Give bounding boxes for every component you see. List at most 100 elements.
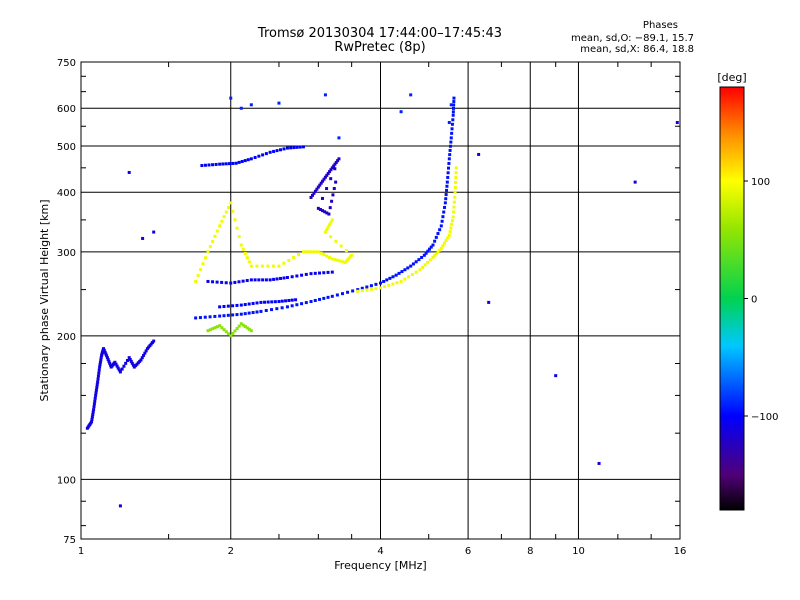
data-point: [318, 183, 322, 187]
data-point: [446, 171, 450, 175]
data-point: [249, 278, 253, 282]
data-point: [218, 324, 222, 328]
data-point: [215, 229, 219, 233]
data-point: [397, 271, 401, 275]
data-point: [99, 356, 103, 360]
data-point: [449, 136, 453, 140]
data-point: [406, 266, 410, 270]
data-point: [98, 365, 102, 369]
data-point: [387, 283, 391, 287]
data-point: [239, 243, 243, 247]
data-point: [207, 163, 211, 167]
data-point: [231, 161, 235, 165]
data-point: [255, 310, 259, 314]
data-point: [451, 113, 455, 117]
data-point: [227, 332, 231, 336]
data-point: [290, 304, 294, 308]
data-point: [118, 370, 122, 374]
data-point: [453, 190, 457, 194]
data-point: [336, 258, 340, 262]
data-point: [448, 153, 452, 157]
data-point: [200, 164, 204, 168]
data-point: [118, 504, 122, 508]
data-point: [452, 200, 456, 204]
data-point: [323, 210, 327, 214]
data-point: [272, 277, 276, 281]
data-point: [259, 300, 263, 304]
chart-title-line1: Tromsø 20130304 17:44:00–17:45:43: [257, 26, 503, 41]
data-point: [98, 360, 102, 364]
data-point: [332, 187, 336, 191]
data-point: [144, 349, 148, 353]
data-point: [374, 282, 378, 286]
data-point: [285, 146, 289, 150]
data-point: [453, 195, 457, 199]
data-point: [444, 193, 448, 197]
data-point: [336, 159, 340, 163]
phases-o-stats: mean, sd,O: −89.1, 15.7: [571, 33, 694, 44]
data-point: [206, 279, 210, 283]
data-point: [309, 272, 313, 276]
data-point: [206, 250, 210, 254]
data-point: [222, 215, 226, 219]
y-tick-label: 200: [57, 332, 76, 343]
data-point: [444, 238, 448, 242]
data-point: [251, 301, 255, 305]
y-tick-label: 750: [57, 58, 76, 69]
data-point: [327, 212, 331, 216]
data-point: [434, 252, 438, 256]
data-point: [441, 215, 445, 219]
data-point: [319, 181, 323, 185]
data-point: [122, 364, 126, 368]
data-point: [263, 300, 267, 304]
data-point: [220, 280, 224, 284]
data-point: [271, 264, 275, 268]
data-point: [228, 162, 232, 166]
data-point: [287, 298, 291, 302]
data-point: [309, 300, 313, 304]
data-point: [325, 254, 329, 258]
data-point: [322, 271, 326, 275]
data-point: [255, 301, 259, 305]
data-point: [328, 170, 332, 174]
data-point: [213, 234, 217, 238]
data-point: [241, 323, 245, 327]
data-point: [329, 168, 333, 172]
data-point: [379, 286, 382, 290]
data-point: [275, 307, 279, 311]
data-point: [251, 311, 255, 315]
data-point: [203, 163, 207, 167]
data-point: [450, 127, 454, 131]
data-point: [245, 256, 249, 260]
data-point: [224, 330, 228, 334]
data-point: [356, 288, 360, 292]
data-point: [403, 268, 407, 272]
data-point: [280, 299, 284, 303]
data-point: [218, 162, 222, 166]
data-point: [282, 276, 286, 280]
data-point: [426, 260, 430, 264]
data-point: [130, 361, 134, 365]
data-point: [633, 180, 637, 184]
data-point: [264, 278, 268, 282]
data-point: [328, 223, 332, 227]
data-point: [438, 248, 442, 252]
data-point: [237, 280, 241, 284]
data-point: [360, 289, 364, 293]
data-point: [334, 180, 338, 184]
data-point: [233, 329, 237, 333]
data-point: [391, 282, 395, 286]
data-point: [208, 328, 212, 332]
data-point: [270, 308, 274, 312]
data-point: [257, 278, 261, 282]
data-point: [328, 206, 332, 210]
data-point: [226, 313, 230, 317]
data-point: [220, 326, 224, 330]
data-point: [443, 201, 447, 205]
data-point: [450, 222, 454, 226]
data-point: [235, 327, 239, 331]
data-point: [451, 118, 455, 122]
data-point: [407, 275, 411, 279]
data-point: [297, 253, 301, 257]
data-point: [239, 322, 243, 326]
